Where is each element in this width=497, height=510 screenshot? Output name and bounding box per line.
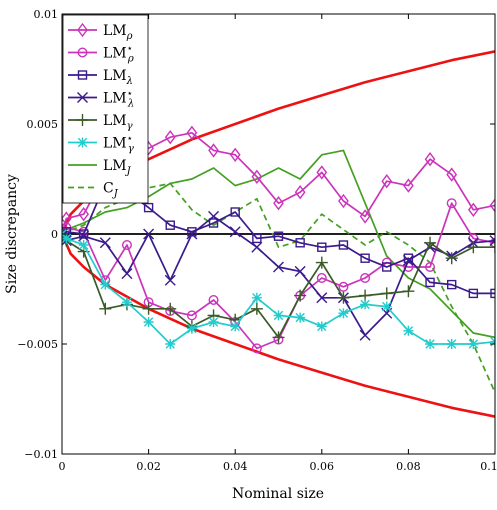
x-tick-label: 0.02 <box>136 460 161 473</box>
series-5-point <box>122 297 132 307</box>
y-tick-label: 0.01 <box>34 8 59 21</box>
x-axis-title: Nominal size <box>232 486 324 502</box>
series-5-point <box>187 324 197 334</box>
series-5-point <box>382 302 392 312</box>
series-5-point <box>468 339 478 349</box>
legend-label: LM⋆λ <box>103 89 134 110</box>
x-tick-label: 0.04 <box>223 460 248 473</box>
series-5-point <box>79 240 89 250</box>
legend-label: LM⋆ρ <box>103 44 134 65</box>
legend-label: LM⋆γ <box>103 134 134 155</box>
series-5-point <box>209 317 219 327</box>
series-5-point <box>100 280 110 290</box>
series-5-point <box>230 321 240 331</box>
x-tick-label: 0.08 <box>396 460 421 473</box>
series-5-point <box>317 321 327 331</box>
x-tick-label: 0.1 <box>480 460 497 473</box>
x-tick-label: 0 <box>59 460 66 473</box>
series-5-point <box>447 339 457 349</box>
series-5-point <box>274 310 284 320</box>
y-tick-label: 0.005 <box>27 118 59 131</box>
legend-box <box>63 15 148 203</box>
x-tick-label: 0.06 <box>310 460 335 473</box>
y-tick-label: −0.01 <box>24 448 58 461</box>
series-5-point <box>360 299 370 309</box>
series-5-point <box>295 313 305 323</box>
series-5-point <box>61 233 71 243</box>
y-axis-title: Size discrepancy <box>4 174 20 294</box>
series-5-point <box>403 326 413 336</box>
y-tick-label: −0.005 <box>17 338 58 351</box>
y-tick-label: 0 <box>51 228 58 241</box>
series-5-point <box>338 308 348 318</box>
series-5-point <box>144 317 154 327</box>
series-5-point <box>165 339 175 349</box>
series-5-point <box>252 293 262 303</box>
legend-swatch-marker <box>78 138 88 148</box>
series-5-point <box>425 339 435 349</box>
